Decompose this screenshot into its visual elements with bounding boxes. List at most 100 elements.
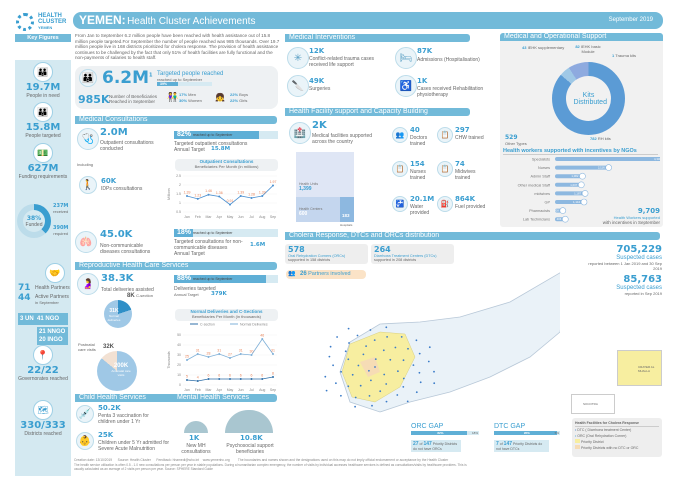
chw-icon: 📋 (437, 127, 453, 143)
map-facility-dot (344, 350, 347, 353)
data-label: 30 (250, 350, 254, 354)
mh-semicircle (184, 421, 208, 433)
data-label: 28 (207, 352, 211, 356)
water-value: 20.1M (410, 195, 435, 203)
map-facility-dot (329, 345, 332, 348)
reached-progress: 39% (157, 82, 212, 86)
feedback-email[interactable]: Feedback: hhamedi@who.int (156, 458, 200, 462)
funding-label: Funding requirements (18, 174, 68, 180)
deliveries-progress: 88% reached up to September (174, 275, 278, 283)
incentives-total: 9,709 (637, 207, 660, 215)
penta-value: 50.2K (98, 404, 121, 412)
dtc-gap-text: Priority Districts do not have DTCs (496, 442, 543, 451)
map-facility-dot (356, 334, 359, 337)
ngo-count: 41 NGO (37, 316, 60, 322)
data-label: 6 (229, 374, 231, 378)
nurses-icon: 📋 (392, 161, 408, 177)
key-figures-sidebar: Key Figures 👪 19.7M People in need 👪 15.… (15, 34, 71, 476)
orc-card: 578 Oral Rehydration Corners (ORCs) supp… (285, 244, 368, 264)
logo-globe-icon (16, 13, 34, 31)
pss-value: 10.8K (240, 434, 263, 442)
normal-label: Normal deliveries (107, 314, 121, 322)
active-partners-value: 44 (18, 293, 31, 303)
orc-sub: supported in 158 districts (288, 258, 331, 262)
water-icon: 🚰 (392, 196, 408, 212)
data-point (186, 379, 188, 381)
deliveries-pct-label: reached up to September (192, 277, 233, 281)
map-facility-dot (325, 389, 328, 392)
worker-icon (581, 190, 589, 197)
map-facility-dot (397, 370, 399, 373)
normal-value: 31K (109, 308, 119, 314)
map-facility-dot (386, 336, 388, 338)
dtc-gap-box: 7 of 147 Priority Districts do not have … (494, 440, 549, 452)
x-tick-label: Feb (195, 388, 201, 392)
data-point (207, 378, 210, 380)
legend-no-dtc: Priority Districts with no DTC or ORC (575, 445, 659, 451)
pss-semicircle (225, 410, 273, 433)
bar-category-label: Pharmacists (529, 209, 550, 213)
trauma-kits-value: 1 (612, 53, 615, 58)
opd-progress: 82% reached up to September (174, 131, 278, 139)
logo-text: YEMEN (38, 25, 53, 30)
website-link[interactable]: www.yemenhc.org (202, 458, 230, 462)
data-point (186, 359, 188, 361)
opd-pct: 82% (177, 131, 192, 138)
orc-value: 578 (288, 245, 305, 254)
orc-gap-pct: 82% (437, 431, 444, 435)
section-header-health-facility: Health Facility support and Capacity Bui… (285, 108, 470, 116)
orc-gap-rest: 18% (471, 431, 478, 435)
section-header-medical-consultations: Medical Consultations (75, 116, 277, 124)
data-point (218, 195, 221, 198)
hospitals-label: Hospitals (340, 223, 353, 227)
idp-icon: 🚶 (79, 176, 97, 194)
map-facility-dot (340, 370, 342, 373)
deliveries-chart-title: Normal Deliveries and C-Sections (190, 309, 263, 314)
data-point (239, 194, 242, 197)
data-label: 8 (272, 372, 274, 376)
rh-kits-label: RH kits (597, 136, 611, 141)
map-facility-dot (347, 358, 350, 361)
women-label: Women (188, 98, 202, 103)
map-facility-dot (336, 336, 338, 338)
suspected-sept-sub: reported in Sep 2019 (624, 291, 662, 296)
districts-label: Districts reached (24, 431, 62, 437)
other-types-label: Other Types (505, 141, 527, 146)
data-label: 1.46 (205, 189, 212, 193)
deliveries-annual-label: Annual Target (174, 292, 199, 297)
map-facility-dot (374, 366, 376, 368)
midwives-value: 74 (455, 160, 465, 168)
map-facility-dot (362, 353, 365, 356)
map-facility-dot (433, 370, 435, 373)
data-label: 46 (260, 334, 264, 338)
deliveries-value: 38.3K (101, 273, 134, 284)
rehab-value: 1K (417, 77, 428, 85)
ingo-count: 20 INGO (39, 337, 63, 343)
partners-value: 71 (18, 283, 31, 293)
map-facility-dot (419, 381, 422, 384)
suspected-sept-label: Suspected cases (616, 285, 662, 291)
sam-label: Children under 5 Yr admitted for Severe … (98, 440, 170, 452)
map-facility-dot (332, 364, 334, 367)
worker-icon (559, 207, 567, 214)
pregnancy-icon: 🤰 (77, 273, 99, 295)
disclaimer: The boundaries and names shown and the d… (237, 458, 449, 462)
dtc-gap-rest: 5% (554, 431, 559, 435)
aden-inset: CRATER AL MUALLA (617, 350, 662, 386)
x-tick-label: Jan (184, 388, 190, 392)
doctors-value: 40 (410, 126, 420, 134)
iehk-basic-value: 82 (575, 44, 580, 49)
rehab-label: Cases received Rehabilitation physiother… (417, 86, 484, 98)
incentives-total-sub: with incentives in September (602, 220, 660, 225)
country-title: YEMEN: (79, 13, 126, 27)
bar-value-label: 1,187 (574, 191, 581, 195)
map-facility-dot (383, 373, 386, 376)
orc-label: Oral Rehydration Corners (ORCs) (288, 254, 346, 258)
idp-label: IDPs consultations (101, 186, 143, 192)
admissions-label: Admissions (Hospitalisation) (417, 57, 480, 63)
y-tick-label: 0.5 (176, 210, 181, 214)
data-label: 6 (208, 374, 210, 378)
child-nutrition-icon: 👶 (76, 432, 94, 450)
handshake-icon: 🤝 (45, 263, 65, 283)
y-tick-label: 0 (179, 383, 181, 387)
